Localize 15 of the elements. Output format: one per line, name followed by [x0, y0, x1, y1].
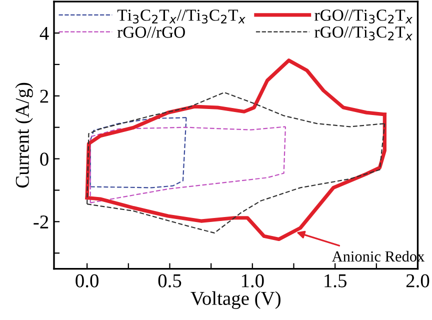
y-tick-label: 2 — [40, 90, 48, 103]
y-axis-title: Current (A/g) — [15, 82, 33, 188]
legend-label: rGO//rGO — [117, 26, 185, 38]
x-tick-label: 0.5 — [158, 274, 182, 288]
legend-label: rGO//Ti$_{3}$C$_{2}$T$_{x}$ — [314, 10, 413, 24]
x-tick-label: 1.5 — [324, 274, 346, 288]
y-tick-label: 0 — [40, 152, 48, 166]
x-tick-label: 2.0 — [406, 274, 430, 288]
x-tick-label: 1.0 — [242, 274, 264, 288]
legend-label: rGO//Ti$_{3}$C$_{2}$T$_{x}$ — [314, 26, 413, 40]
x-tick-label: 0.0 — [76, 274, 98, 288]
x-axis-title: Voltage (V) — [190, 291, 280, 309]
text: Ti$_{3}$C$_{2}$T$_{x}$//Ti$_{3}$C$_{2}$T$_{x}$ — [117, 10, 246, 24]
y-tick-label: 4 — [40, 26, 49, 40]
y-tick-label: -2 — [34, 216, 48, 228]
